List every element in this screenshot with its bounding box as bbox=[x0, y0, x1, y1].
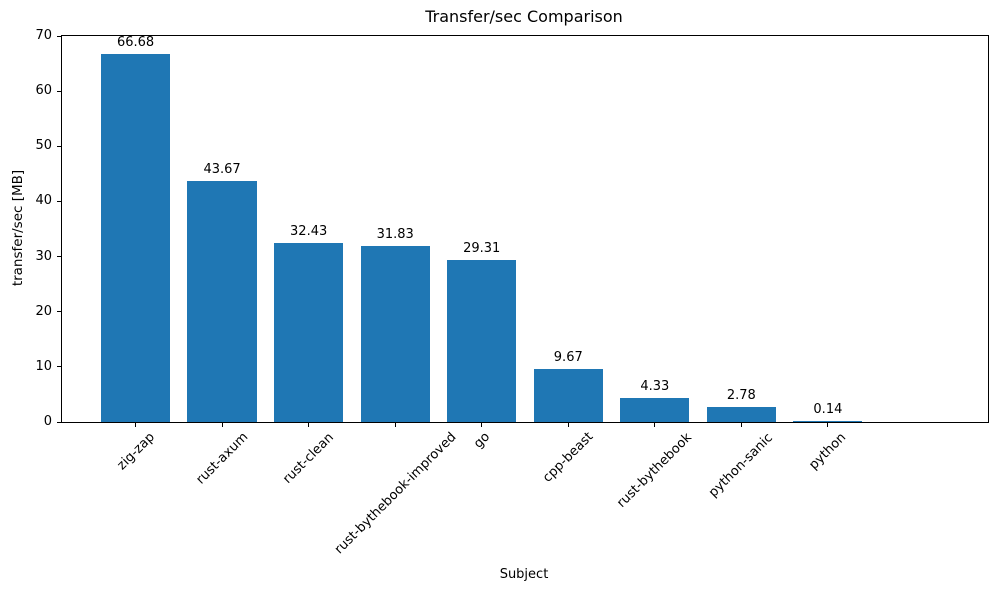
x-axis-tick bbox=[654, 423, 656, 427]
x-axis-tick bbox=[394, 423, 396, 427]
x-tick-label: python bbox=[806, 429, 850, 473]
bar-rust-bythebook bbox=[620, 398, 690, 422]
bar-value-label: 66.68 bbox=[116, 35, 155, 51]
plot-area: 0 10 20 30 40 50 60 70 66.68 zig-zap 43.67 rust-axu… bbox=[35, 28, 989, 557]
bar-value-label: 43.67 bbox=[203, 162, 241, 178]
y-tick-label: 70 bbox=[35, 28, 52, 43]
x-tick-label: rust-clean bbox=[280, 429, 338, 487]
chart-title: Transfer/sec Comparison bbox=[425, 7, 623, 26]
bar-rust-bythebook-improved bbox=[360, 246, 430, 422]
y-axis-label: transfer/sec [MB] bbox=[10, 169, 27, 287]
bar-python bbox=[793, 421, 863, 422]
bar-value-label: 29.31 bbox=[463, 241, 501, 257]
x-axis-tick bbox=[827, 423, 829, 427]
y-tick-label: 0 bbox=[43, 414, 52, 429]
x-axis-tick bbox=[740, 423, 742, 427]
y-axis-tick bbox=[57, 35, 61, 37]
bar-value-label: 32.43 bbox=[290, 224, 328, 240]
x-tick-label: rust-axum bbox=[193, 430, 251, 488]
y-tick-label: 30 bbox=[35, 248, 52, 264]
y-tick-label: 50 bbox=[35, 138, 52, 154]
y-axis-tick bbox=[57, 421, 61, 423]
bar-go bbox=[447, 260, 517, 422]
bar-value-label: 9.67 bbox=[553, 349, 583, 365]
x-axis-tick bbox=[481, 423, 483, 427]
x-axis-tick bbox=[221, 423, 223, 427]
x-tick-label: rust-bythebook-improved bbox=[331, 429, 460, 558]
y-tick-label: 40 bbox=[35, 193, 52, 209]
x-tick-label: cpp-beast bbox=[540, 429, 597, 487]
y-tick-label: 20 bbox=[35, 303, 52, 319]
bar-rust-axum bbox=[187, 181, 257, 422]
y-axis-tick bbox=[57, 256, 61, 258]
y-axis-tick bbox=[57, 145, 61, 147]
x-tick-label: python-sanic bbox=[706, 430, 777, 500]
bar-value-label: 2.78 bbox=[726, 387, 756, 403]
x-axis-tick bbox=[308, 423, 310, 427]
bar-rust-clean bbox=[274, 243, 344, 422]
y-axis-tick bbox=[57, 366, 61, 368]
bar-value-label: 31.83 bbox=[376, 227, 414, 243]
bar-cpp-beast bbox=[533, 368, 603, 422]
y-axis-tick bbox=[57, 311, 61, 313]
bar-value-label: 0.14 bbox=[813, 402, 843, 417]
x-tick-label: rust-bythebook bbox=[614, 429, 696, 511]
x-tick-label: zig-zap bbox=[114, 429, 158, 474]
y-tick-label: 60 bbox=[35, 83, 52, 99]
x-axis-tick bbox=[567, 423, 569, 427]
bar-zig-zap bbox=[100, 54, 171, 422]
y-tick-label: 10 bbox=[35, 358, 52, 374]
x-axis-tick bbox=[135, 423, 137, 427]
x-tick-label: go bbox=[470, 429, 493, 452]
y-axis-tick bbox=[57, 90, 61, 92]
y-axis-tick bbox=[57, 200, 61, 202]
x-axis-label: Subject bbox=[499, 567, 549, 582]
bar-value-label: 4.33 bbox=[640, 379, 670, 395]
bar-python-sanic bbox=[706, 406, 776, 422]
